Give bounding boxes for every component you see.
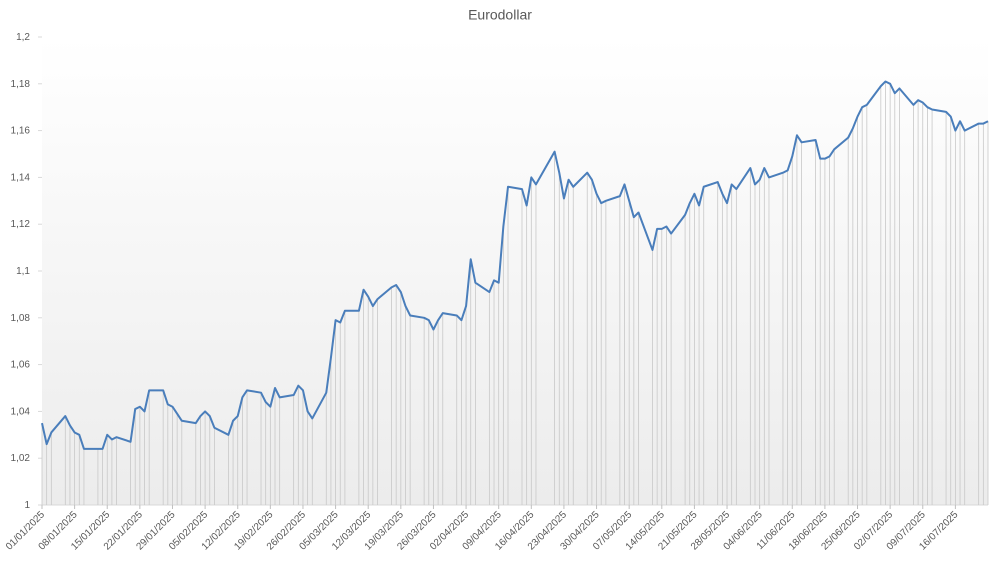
y-tick-label: 1,04 <box>11 406 31 417</box>
y-tick-label: 1,2 <box>16 32 30 43</box>
y-tick-label: 1,12 <box>11 219 31 230</box>
y-tick-label: 1,18 <box>11 79 31 90</box>
y-tick-label: 1 <box>24 500 30 511</box>
y-tick-label: 1,14 <box>11 172 31 183</box>
series-line <box>41 80 989 450</box>
y-tick-label: 1,08 <box>11 313 31 324</box>
y-tick-label: 1,06 <box>11 360 31 371</box>
y-tick-label: 1,02 <box>11 453 31 464</box>
plot-area <box>42 37 988 505</box>
y-tick-label: 1,1 <box>16 266 30 277</box>
y-tick-label: 1,16 <box>11 126 31 137</box>
chart-title: Eurodollar <box>468 7 532 23</box>
